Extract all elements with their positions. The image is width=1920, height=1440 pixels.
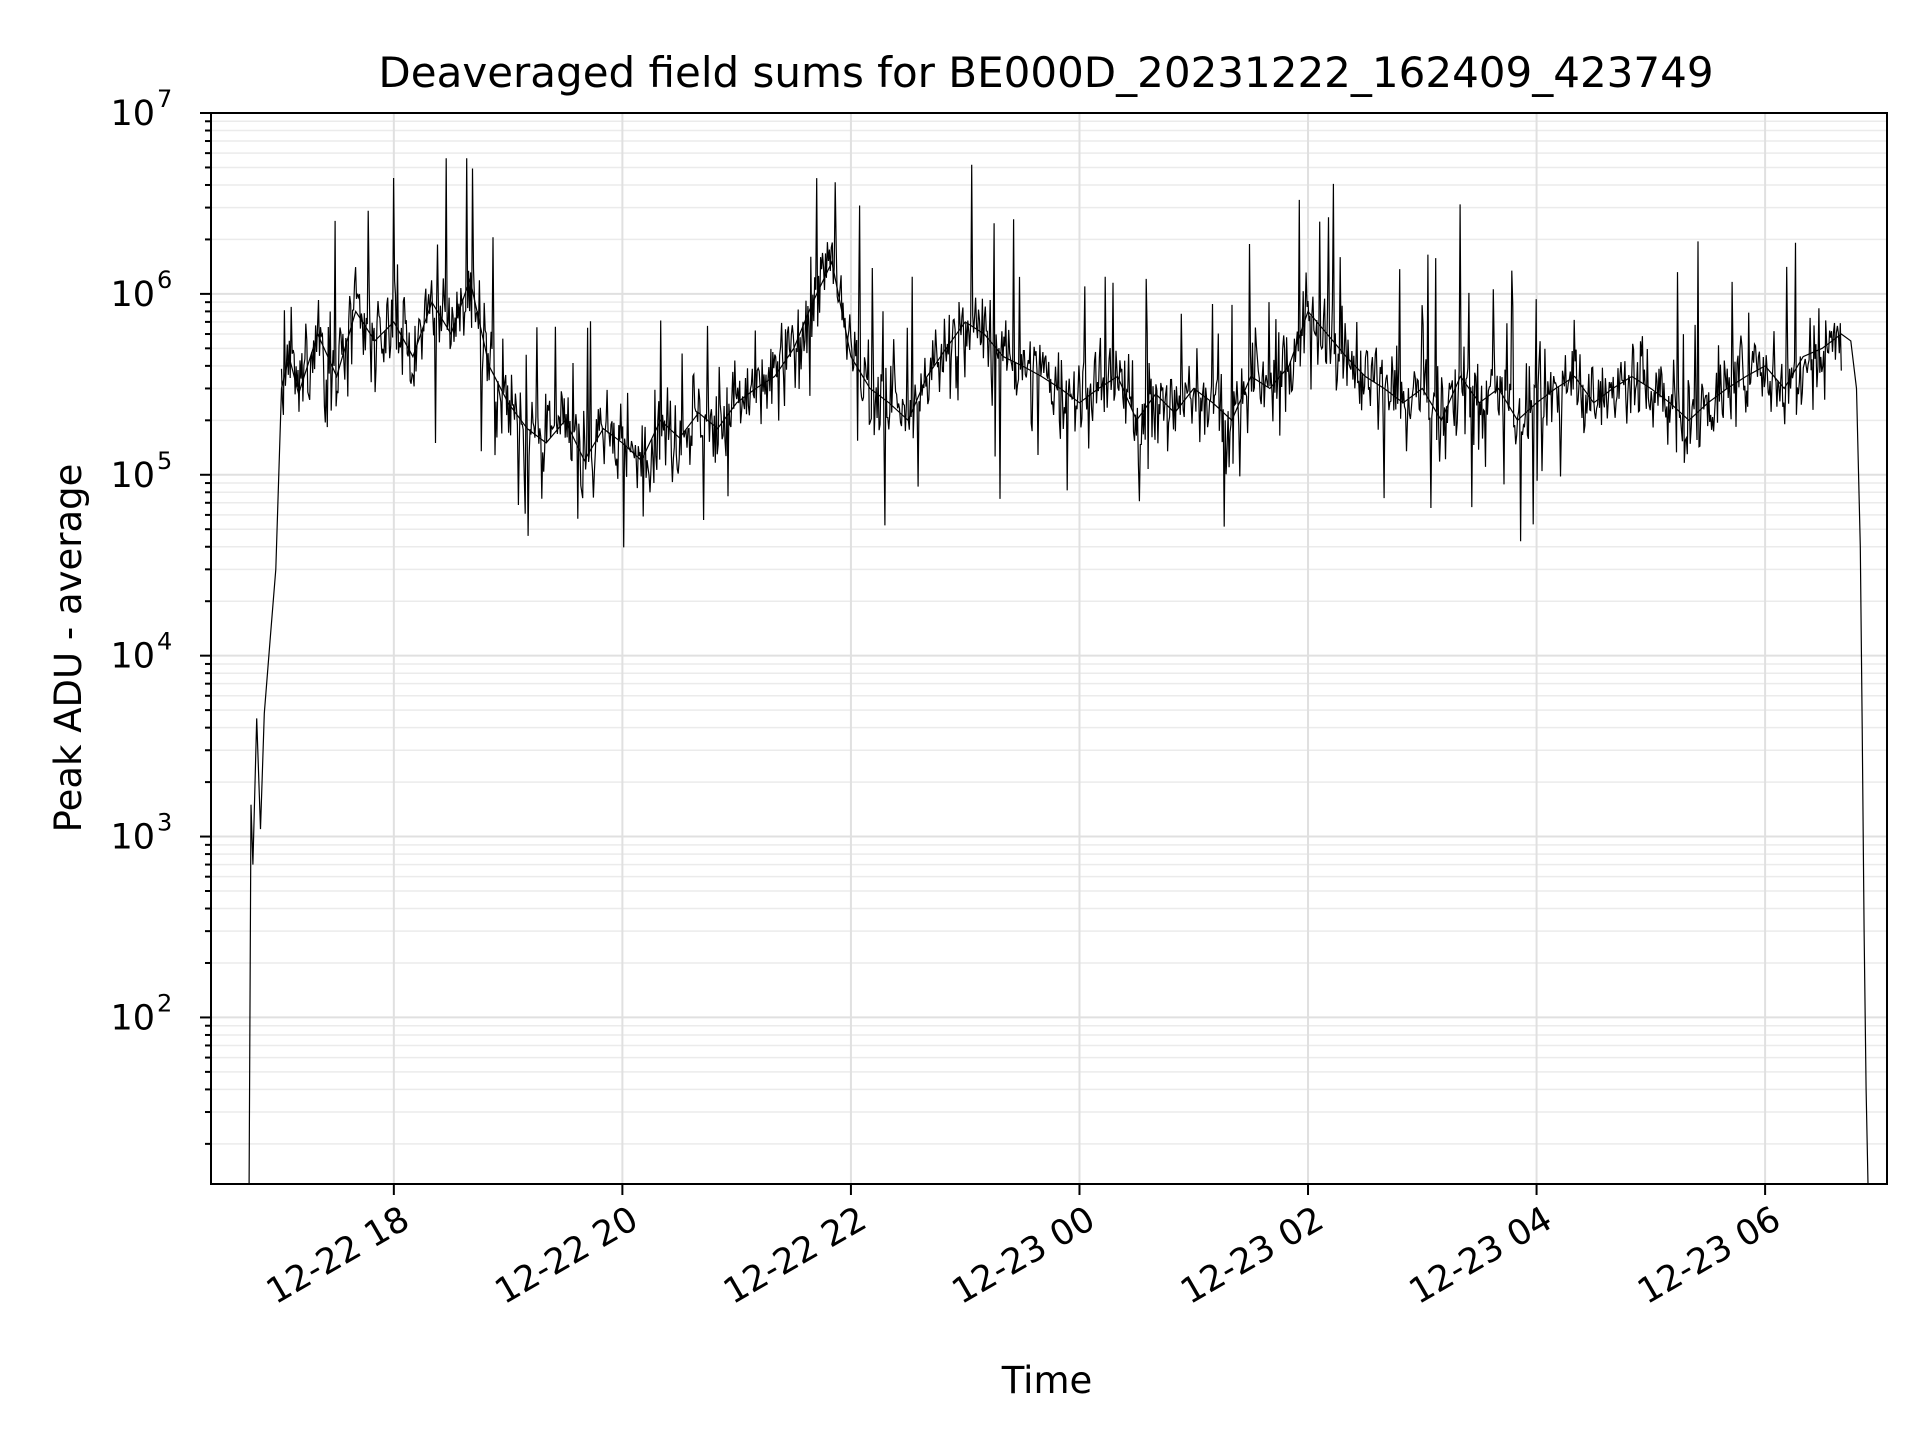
x-tick-label: 12-23 00 — [946, 1199, 1102, 1312]
y-tick-label: 10 — [110, 94, 155, 134]
y-tick-exponent: 7 — [157, 85, 172, 113]
plot-frame — [210, 112, 1888, 1185]
chart-title: Deaveraged field sums for BE000D_2023122… — [378, 48, 1713, 97]
series-layer — [248, 158, 1869, 1185]
y-tick-label: 10 — [110, 998, 155, 1038]
x-tick-label: 12-23 06 — [1631, 1199, 1787, 1312]
x-tick-label: 12-22 22 — [717, 1199, 873, 1312]
major-grid — [211, 112, 1887, 1184]
y-tick-exponent: 4 — [157, 628, 172, 656]
y-tick-label: 10 — [110, 637, 155, 677]
x-axis-ticks: 12-22 18 12-22 20 12-22 22 12-23 00 12-23 02… — [260, 1184, 1788, 1312]
y-tick-exponent: 3 — [157, 809, 172, 837]
y-tick-exponent: 2 — [157, 989, 172, 1017]
x-axis-label: Time — [1001, 1359, 1093, 1402]
x-tick-label: 12-22 20 — [489, 1199, 645, 1312]
y-tick-label: 10 — [110, 818, 155, 858]
y-axis-label: Peak ADU - average — [47, 464, 90, 833]
y-tick-label: 10 — [110, 275, 155, 315]
y-tick-label: 10 — [110, 456, 155, 496]
x-tick-label: 12-23 02 — [1174, 1199, 1330, 1312]
x-tick-label: 12-23 04 — [1403, 1199, 1559, 1312]
series-line-noise — [280, 158, 1842, 548]
y-tick-exponent: 5 — [157, 447, 172, 475]
x-tick-label: 12-22 18 — [260, 1199, 416, 1312]
y-tick-exponent: 6 — [157, 266, 172, 294]
minor-grid — [211, 120, 1887, 1145]
